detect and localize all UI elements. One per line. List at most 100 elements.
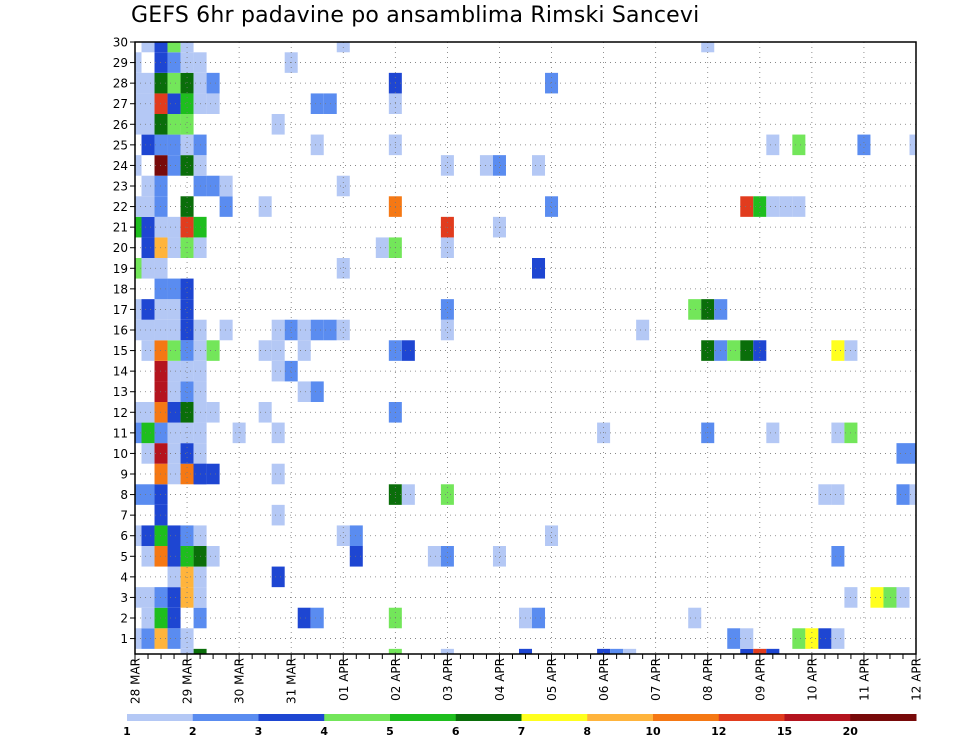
heatmap-cell — [896, 587, 910, 608]
heatmap-cell — [180, 319, 194, 341]
heatmap-cell — [141, 134, 155, 156]
x-tick-label: 28 MAR — [129, 658, 143, 704]
colorbar-swatch — [718, 714, 785, 721]
colorbar-swatch — [192, 714, 259, 721]
heatmap-cell — [636, 319, 650, 341]
colorbar-swatch — [324, 714, 391, 721]
heatmap-cell — [135, 216, 142, 238]
heatmap-cell — [167, 42, 181, 53]
heatmap-cell — [180, 72, 194, 94]
heatmap-cell — [167, 525, 181, 546]
heatmap-cell — [141, 175, 155, 197]
heatmap-cell — [440, 299, 454, 320]
heatmap-cell — [440, 319, 454, 341]
heatmap-cell — [154, 175, 168, 197]
colorbar-label: 8 — [583, 725, 591, 738]
heatmap-cell — [740, 196, 754, 217]
heatmap-cell — [792, 134, 806, 156]
heatmap-cell — [154, 299, 168, 320]
x-tick-label: 06 APR — [597, 658, 611, 701]
colorbar-swatch — [258, 714, 325, 721]
heatmap-cell — [167, 587, 181, 608]
heatmap-cell — [701, 299, 715, 320]
heatmap-cell — [831, 340, 845, 361]
heatmap-cell — [336, 258, 350, 279]
heatmap-cell — [909, 134, 916, 156]
heatmap-cell — [135, 484, 142, 505]
heatmap-cell — [154, 340, 168, 361]
heatmap-cell — [180, 463, 194, 485]
y-tick-label: 24 — [113, 159, 128, 173]
y-tick-label: 27 — [113, 97, 128, 111]
heatmap-cell — [154, 628, 168, 649]
colorbar-label: 1 — [123, 725, 131, 738]
y-tick-label: 23 — [113, 180, 128, 194]
heatmap-cell — [271, 504, 285, 526]
heatmap-cell — [167, 566, 181, 588]
heatmap-cell — [336, 525, 350, 546]
y-tick-label: 20 — [113, 241, 128, 255]
x-tick-label: 10 APR — [805, 658, 819, 701]
heatmap-cell — [167, 278, 181, 300]
heatmap-cell — [271, 319, 285, 341]
heatmap-cell — [310, 93, 324, 114]
colorbar-label: 7 — [518, 725, 526, 738]
colorbar-swatch — [850, 714, 917, 721]
y-tick-label: 19 — [113, 262, 128, 276]
heatmap-cell — [154, 504, 168, 526]
colorbar-label: 15 — [777, 725, 792, 738]
x-tick-label: 11 APR — [857, 658, 871, 701]
heatmap-cell — [440, 484, 454, 505]
x-tick-label: 01 APR — [337, 658, 351, 701]
colorbar-label: 20 — [843, 725, 859, 738]
chart-title: GEFS 6hr padavine po ansamblima Rimski S… — [131, 3, 700, 28]
heatmap-cell — [766, 196, 780, 217]
heatmap-cell — [180, 566, 194, 588]
heatmap-cell — [831, 546, 845, 567]
heatmap-cell — [740, 340, 754, 361]
heatmap-cell — [141, 402, 155, 423]
heatmap-cell — [271, 360, 285, 382]
heatmap-cell — [135, 196, 142, 217]
heatmap-cell — [141, 258, 155, 279]
y-tick-label: 7 — [120, 509, 128, 523]
heatmap-cell — [141, 484, 155, 505]
heatmap-cell — [154, 216, 168, 238]
heatmap-cell — [180, 381, 194, 402]
colorbar-swatch — [455, 714, 522, 721]
heatmap-cell — [427, 546, 441, 567]
heatmap-cell — [141, 340, 155, 361]
y-axis: 1234567891011121314151617181920212223242… — [113, 36, 135, 646]
heatmap-cell — [883, 587, 897, 608]
heatmap-cell — [310, 134, 324, 156]
heatmap-cell — [154, 52, 168, 73]
heatmap-cell — [297, 319, 311, 341]
heatmap-cell — [167, 72, 181, 94]
x-tick-label: 02 APR — [389, 658, 403, 701]
heatmap-cell — [167, 319, 181, 341]
heatmap-cell — [518, 648, 533, 654]
heatmap-cell — [896, 484, 910, 505]
heatmap-cell — [219, 196, 233, 217]
heatmap-cell — [154, 587, 168, 608]
heatmap-cell — [909, 443, 916, 464]
heatmap-cell — [206, 546, 220, 567]
heatmap-cell — [154, 443, 168, 464]
heatmap-cell — [284, 319, 298, 341]
x-tick-label: 07 APR — [649, 658, 663, 701]
y-tick-label: 1 — [120, 632, 128, 646]
heatmap-cell — [135, 258, 142, 279]
heatmap-cell — [154, 72, 168, 94]
heatmap-cell — [701, 340, 715, 361]
heatmap-cell — [135, 72, 142, 94]
colorbar-swatch — [653, 714, 720, 721]
heatmap-cell — [831, 484, 845, 505]
colorbar-legend: 1 2 3 4 5 6 7 8 10 12 15 20 — [123, 714, 917, 738]
heatmap-cell — [180, 340, 194, 361]
heatmap-cell — [180, 155, 194, 176]
heatmap-cell — [310, 319, 324, 341]
heatmap-cell — [349, 525, 363, 546]
heatmap-cell — [167, 443, 181, 464]
heatmap-cell — [753, 648, 767, 654]
